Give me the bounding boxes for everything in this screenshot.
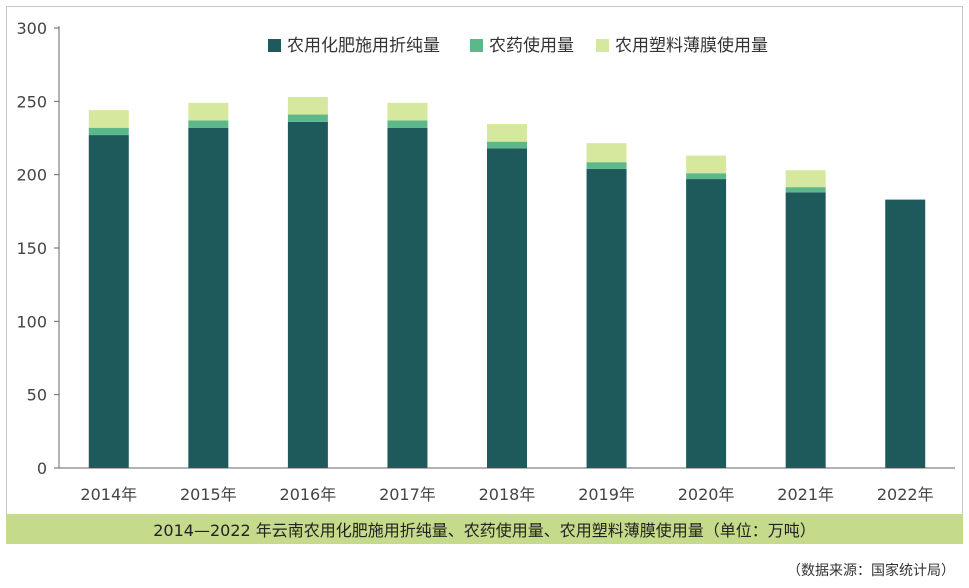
bar-segment-1 [686,179,727,469]
bar-segment-2 [487,141,527,149]
y-tick-label: 50 [27,386,47,405]
bar-segment-3 [387,102,428,121]
y-tick-label: 0 [37,459,47,478]
bar-segment-3 [487,124,527,142]
bar-segment-3 [785,170,826,188]
bar-segment-3 [586,143,627,163]
stacked-bar-chart: 0 50 100 150 200 250 300 2014年 2015年 2016年 2017年 20… [16,19,955,504]
legend-swatch [470,39,483,52]
legend-label: 农用化肥施用折纯量 [287,36,440,56]
x-tick-label: 2021年 [777,485,834,504]
bar-segment-2 [586,162,627,169]
bar-segment-3 [686,155,727,174]
x-tick-label: 2014年 [80,485,137,504]
caption-text: 2014—2022 年云南农用化肥施用折纯量、农药使用量、农用塑料薄膜使用量（单… [153,521,816,540]
bar-segment-1 [785,192,826,468]
bar-segment-2 [387,120,428,128]
x-tick-label: 2015年 [180,485,237,504]
x-tick-label: 2016年 [280,485,337,504]
legend-swatch [268,39,281,52]
chart-caption: 2014—2022 年云南农用化肥施用折纯量、农药使用量、农用塑料薄膜使用量（单… [6,514,963,544]
y-tick-label: 250 [16,92,47,111]
legend-label: 农用塑料薄膜使用量 [615,35,768,56]
x-tick-label: 2020年 [678,485,735,504]
bar-segment-2 [88,127,129,136]
bar-segment-1 [287,121,328,468]
y-tick-label: 150 [16,239,47,258]
legend-label: 农药使用量 [489,35,574,56]
bar-segment-1 [88,135,129,469]
bar-segment-1 [188,127,229,468]
bar-segment-3 [188,102,229,121]
bar-segment-1 [487,148,527,468]
bar-segment-1 [586,168,627,469]
bar-segment-2 [287,114,328,122]
x-tick-label: 2017年 [379,485,436,504]
y-tick-label: 200 [16,166,47,185]
y-tick-label: 100 [16,312,47,331]
bar-segment-2 [188,120,229,128]
legend-swatch [596,39,609,52]
bar-segment-3 [88,110,129,128]
x-tick-label: 2022年 [877,485,934,504]
x-tick-label: 2018年 [479,485,536,504]
bar-segment-1 [885,199,926,468]
bar-segment-2 [686,173,727,180]
y-tick-label: 300 [16,19,47,38]
bar-segment-2 [785,187,826,193]
source-note: （数据来源：国家统计局） [787,563,955,579]
x-tick-label: 2019年 [578,485,635,504]
bar-segment-3 [287,96,328,115]
bar-segment-1 [387,127,428,468]
